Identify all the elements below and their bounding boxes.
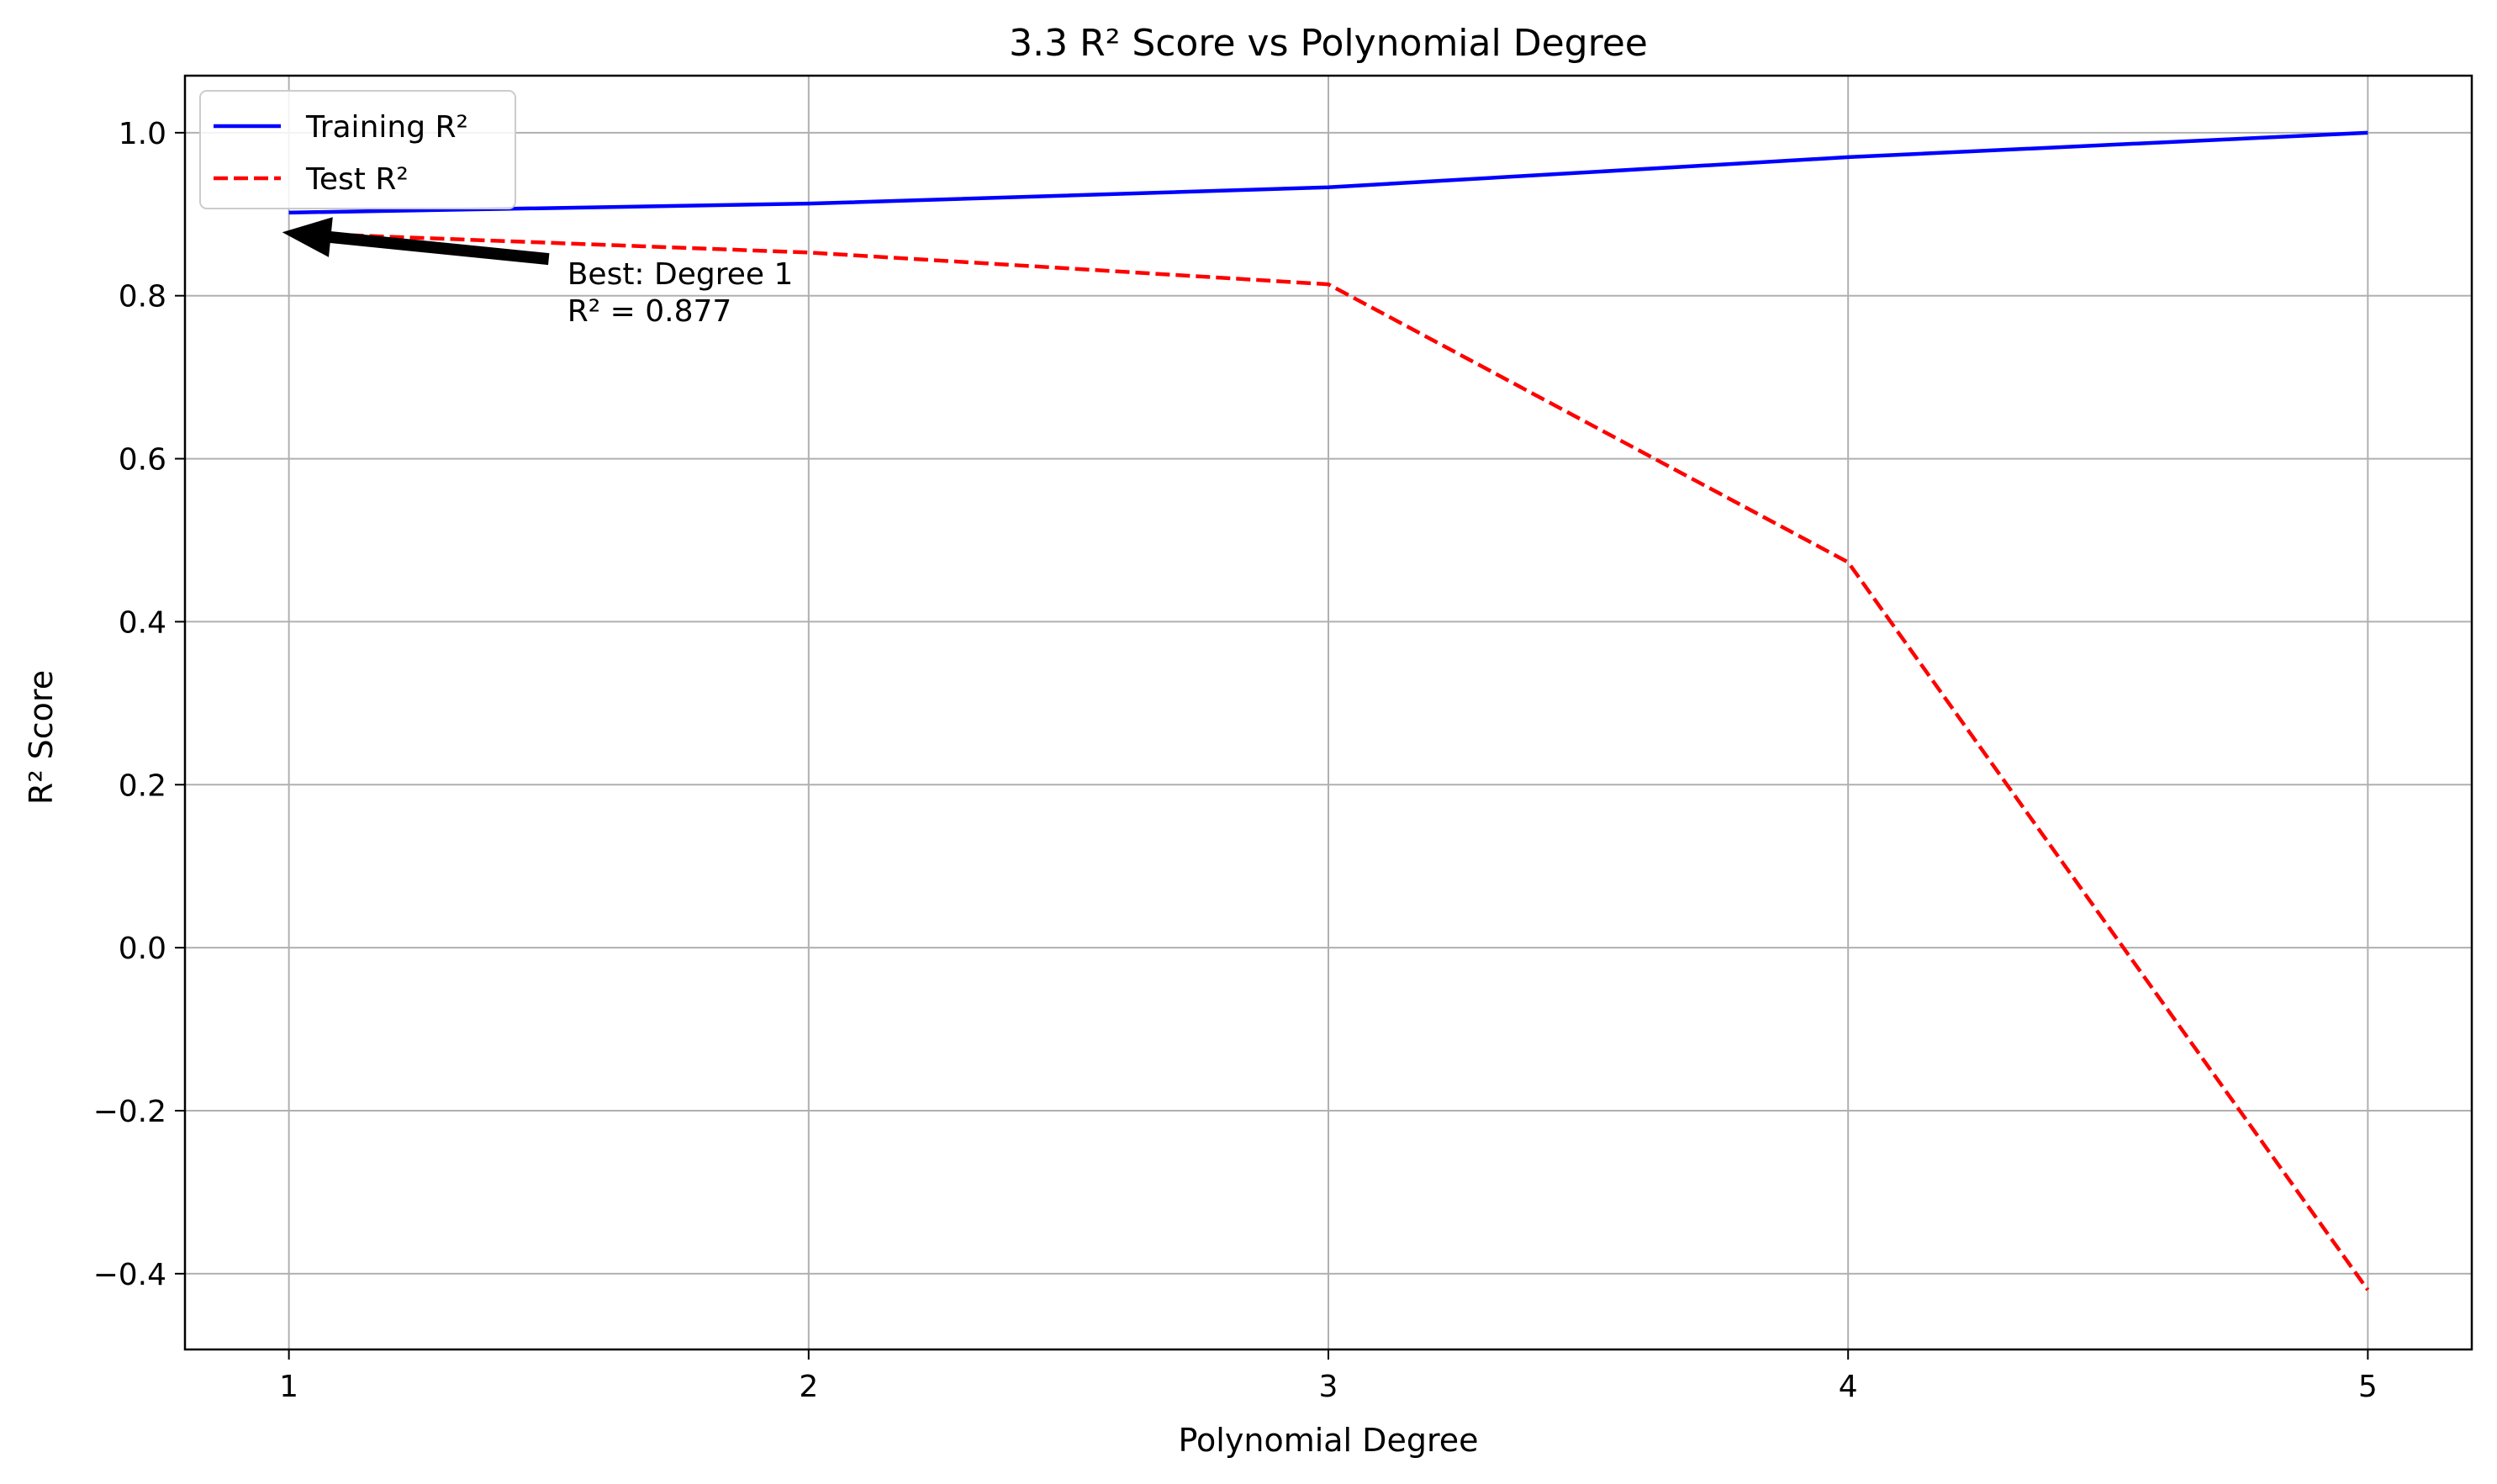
x-tick-label: 5	[2358, 1370, 2378, 1404]
y-tick-label: 0.4	[119, 605, 166, 640]
chart-title: 3.3 R² Score vs Polynomial Degree	[1009, 22, 1648, 65]
x-tick-label: 2	[799, 1370, 818, 1404]
y-tick-label: 0.6	[119, 443, 166, 478]
y-tick-label: −0.2	[93, 1095, 166, 1129]
y-axis-label: R² Score	[23, 670, 60, 805]
annotation-arrow	[282, 217, 550, 266]
legend-label: Training R²	[305, 110, 468, 145]
x-tick-label: 3	[1319, 1370, 1338, 1404]
legend-label: Test R²	[305, 162, 409, 197]
series-line-test	[288, 230, 2370, 1291]
y-tick-label: −0.4	[93, 1258, 166, 1292]
y-tick-label: 0.2	[119, 768, 166, 803]
y-tick-label: 1.0	[119, 117, 166, 151]
grid	[185, 76, 2472, 1349]
x-tick-label: 4	[1839, 1370, 1858, 1404]
ticks: 1 2 3 4 5 −0.4 −0.2 0.0 0.2 0.4 0.6 0.8 1.0	[93, 117, 2378, 1404]
best-annotation: Best: Degree 1R² = 0.877	[282, 217, 794, 329]
y-tick-label: 0.8	[119, 280, 166, 314]
legend: Training R² Test R²	[199, 90, 516, 209]
series-line-training	[288, 130, 2368, 215]
y-tick-label: 0.0	[119, 932, 166, 966]
x-tick-label: 1	[279, 1370, 298, 1404]
annotation-text-line: R² = 0.877	[568, 294, 732, 329]
series-lines	[288, 130, 2370, 1291]
x-axis-label: Polynomial Degree	[1179, 1422, 1479, 1459]
annotation-text-line: Best: Degree 1	[568, 257, 794, 292]
